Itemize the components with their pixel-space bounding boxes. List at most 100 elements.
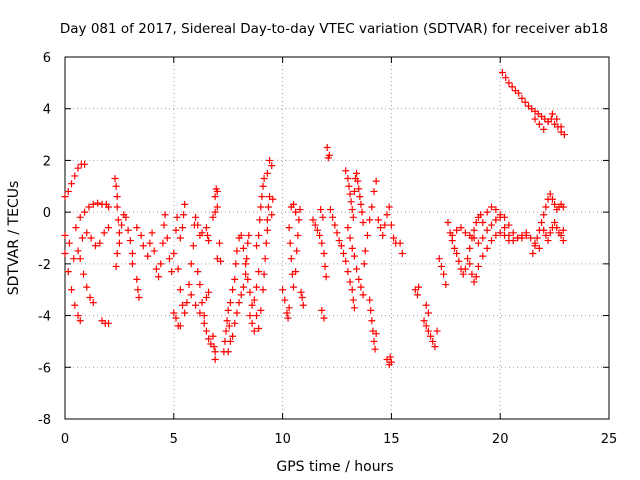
data-point xyxy=(176,322,184,330)
data-point xyxy=(294,231,302,239)
data-point xyxy=(553,224,561,232)
data-point xyxy=(374,216,382,224)
data-point xyxy=(172,314,180,322)
series-sat-arc-20 xyxy=(279,200,304,322)
data-point xyxy=(551,200,559,208)
y-tick-label: 4 xyxy=(43,103,51,118)
data-point xyxy=(224,348,232,356)
data-point xyxy=(68,180,76,188)
data-point xyxy=(360,260,368,268)
series-sat-arc-30 xyxy=(383,353,395,369)
data-point xyxy=(538,218,546,226)
data-point xyxy=(357,283,365,291)
series-sat-arc-18 xyxy=(246,193,274,335)
data-point xyxy=(359,291,367,299)
data-point xyxy=(472,218,480,226)
data-point xyxy=(347,198,355,206)
data-point xyxy=(148,229,156,237)
data-point xyxy=(205,237,213,245)
data-point xyxy=(451,244,459,252)
data-point xyxy=(533,234,541,242)
data-point xyxy=(242,260,250,268)
data-point xyxy=(414,291,422,299)
data-point xyxy=(68,286,76,294)
data-point xyxy=(502,74,510,82)
data-point xyxy=(560,131,568,139)
data-point xyxy=(244,239,252,247)
data-point xyxy=(415,283,423,291)
data-point xyxy=(479,234,487,242)
data-point xyxy=(387,358,395,366)
data-point xyxy=(176,234,184,242)
data-point xyxy=(258,193,266,201)
data-point xyxy=(114,216,122,224)
series-sat-arc-21 xyxy=(297,288,307,309)
data-point xyxy=(474,239,482,247)
data-point xyxy=(349,213,357,221)
data-point xyxy=(527,234,535,242)
data-point xyxy=(205,288,213,296)
data-point xyxy=(316,231,324,239)
series-sat-arc-26 xyxy=(342,167,367,226)
data-point xyxy=(187,260,195,268)
series-sat-arc-31 xyxy=(411,283,423,299)
data-point xyxy=(217,257,225,265)
data-point xyxy=(381,221,389,229)
data-point xyxy=(464,255,472,263)
data-point xyxy=(505,231,513,239)
data-point xyxy=(242,270,250,278)
data-point xyxy=(367,306,375,314)
data-point xyxy=(287,255,295,263)
data-point xyxy=(509,229,517,237)
data-point xyxy=(133,275,141,283)
data-point xyxy=(115,229,123,237)
data-point xyxy=(531,242,539,250)
data-point xyxy=(170,250,178,258)
data-point xyxy=(348,206,356,214)
data-point xyxy=(553,115,561,123)
data-point xyxy=(344,268,352,276)
data-point xyxy=(260,270,268,278)
data-point xyxy=(96,239,104,247)
data-point xyxy=(262,239,270,247)
data-point xyxy=(342,167,350,175)
data-point xyxy=(112,262,120,270)
data-point xyxy=(372,330,380,338)
data-point xyxy=(255,325,263,332)
data-point xyxy=(335,237,343,245)
data-point xyxy=(540,211,548,219)
data-point xyxy=(361,247,369,255)
data-point xyxy=(137,231,145,239)
data-point xyxy=(548,110,556,118)
data-point xyxy=(444,218,452,226)
data-point xyxy=(174,265,182,273)
data-point xyxy=(192,301,200,309)
data-point xyxy=(165,255,173,263)
data-point xyxy=(284,314,292,322)
data-point xyxy=(483,226,491,234)
data-point xyxy=(78,234,86,242)
series-sat-arc-7 xyxy=(111,175,123,270)
series-sat-arc-24 xyxy=(323,144,333,162)
data-point xyxy=(424,327,432,335)
data-point xyxy=(311,221,319,229)
data-point xyxy=(196,281,204,289)
data-point xyxy=(202,293,210,301)
data-point xyxy=(89,200,97,208)
data-point xyxy=(501,224,509,232)
series-sat-arc-33 xyxy=(435,255,450,289)
data-point xyxy=(344,224,352,232)
data-point xyxy=(359,218,367,226)
data-point xyxy=(508,83,516,91)
data-point xyxy=(113,203,121,211)
data-point xyxy=(152,265,160,273)
data-point xyxy=(61,193,69,201)
data-point xyxy=(320,250,328,258)
data-point xyxy=(345,182,353,190)
data-point xyxy=(105,224,113,232)
data-point xyxy=(76,317,84,325)
data-point xyxy=(81,160,89,168)
x-tick-label: 15 xyxy=(383,432,400,447)
data-point xyxy=(518,94,526,102)
data-point xyxy=(340,250,348,258)
